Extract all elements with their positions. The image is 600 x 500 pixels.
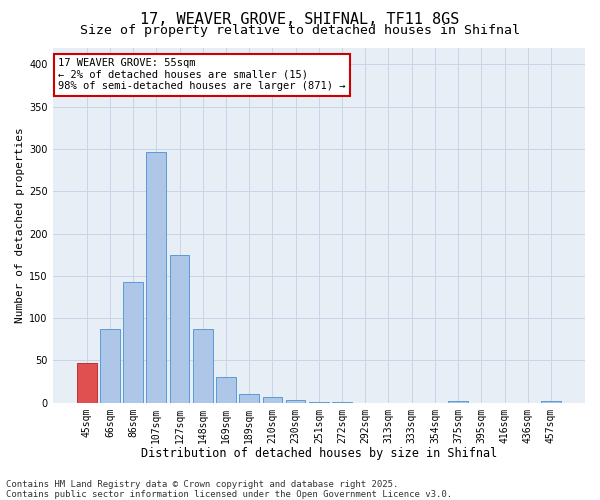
X-axis label: Distribution of detached houses by size in Shifnal: Distribution of detached houses by size … — [141, 447, 497, 460]
Bar — [100, 329, 120, 402]
Bar — [146, 152, 166, 402]
Bar — [123, 282, 143, 403]
Text: Size of property relative to detached houses in Shifnal: Size of property relative to detached ho… — [80, 24, 520, 37]
Bar — [263, 397, 282, 402]
Y-axis label: Number of detached properties: Number of detached properties — [15, 127, 25, 323]
Bar — [193, 329, 212, 402]
Bar — [239, 394, 259, 402]
Bar — [216, 378, 236, 402]
Text: Contains HM Land Registry data © Crown copyright and database right 2025.
Contai: Contains HM Land Registry data © Crown c… — [6, 480, 452, 499]
Bar — [448, 401, 468, 402]
Text: 17 WEAVER GROVE: 55sqm
← 2% of detached houses are smaller (15)
98% of semi-deta: 17 WEAVER GROVE: 55sqm ← 2% of detached … — [58, 58, 346, 92]
Bar — [170, 254, 190, 402]
Bar — [286, 400, 305, 402]
Bar — [77, 363, 97, 403]
Text: 17, WEAVER GROVE, SHIFNAL, TF11 8GS: 17, WEAVER GROVE, SHIFNAL, TF11 8GS — [140, 12, 460, 28]
Bar — [541, 401, 561, 402]
